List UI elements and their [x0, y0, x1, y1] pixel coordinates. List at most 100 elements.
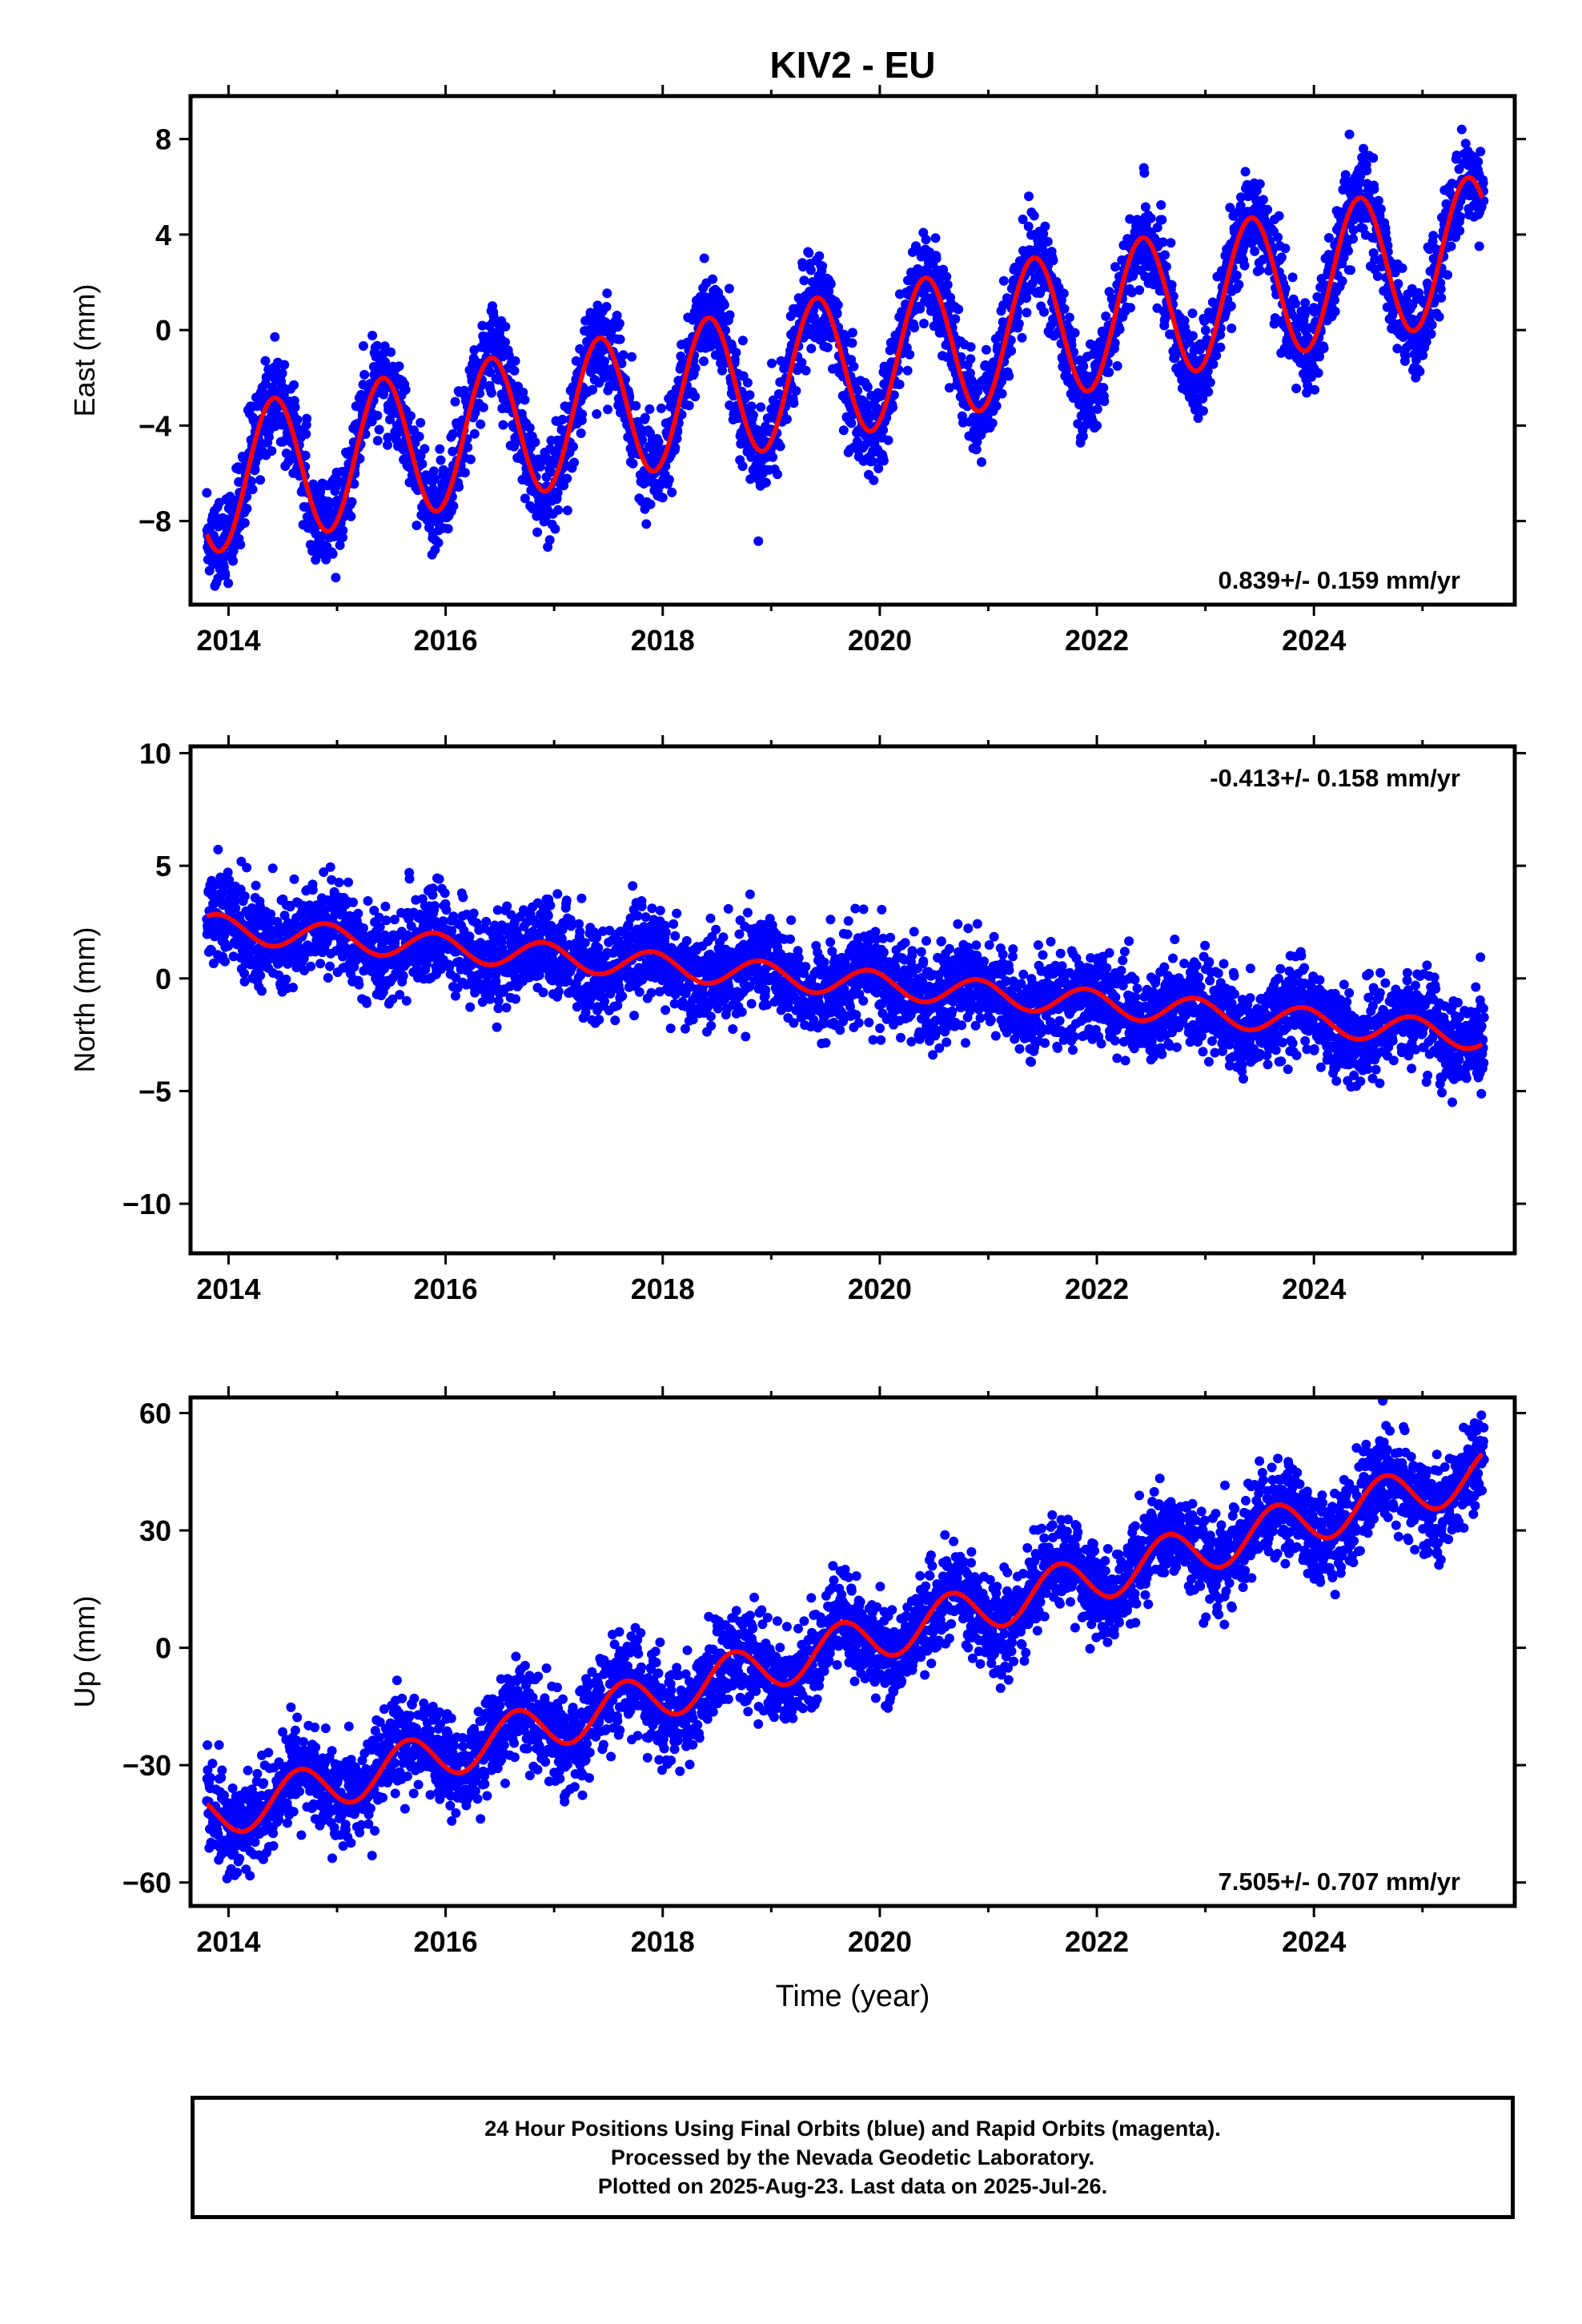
- east-point: [1231, 270, 1242, 280]
- east-point: [909, 323, 920, 333]
- east-point: [255, 475, 266, 485]
- east-point: [346, 511, 356, 521]
- east-point: [1348, 225, 1359, 235]
- east-point: [756, 402, 766, 412]
- east-point: [372, 340, 382, 351]
- east-point: [930, 233, 941, 243]
- east-point: [1211, 351, 1222, 360]
- east-point: [888, 402, 897, 412]
- east-point: [603, 404, 613, 415]
- east-point: [331, 573, 341, 583]
- east-point: [571, 356, 581, 366]
- east-x-tick-label: 2014: [196, 624, 260, 657]
- east-point: [383, 440, 392, 450]
- east-point: [520, 395, 530, 405]
- east-point: [915, 304, 926, 314]
- east-point: [1110, 338, 1120, 348]
- east-point: [1263, 204, 1273, 215]
- east-point: [476, 419, 486, 429]
- east-point: [1307, 372, 1316, 382]
- east-point: [247, 485, 258, 495]
- east-point: [690, 392, 701, 402]
- east-point: [1112, 361, 1122, 371]
- north-point: [511, 994, 520, 1004]
- north-point: [401, 995, 412, 1006]
- north-point: [492, 1022, 502, 1032]
- east-point: [1348, 234, 1358, 244]
- east-point: [228, 556, 238, 566]
- east-point: [552, 488, 563, 498]
- east-point: [486, 388, 496, 398]
- north-point: [363, 896, 373, 906]
- north-point: [239, 968, 250, 979]
- east-point: [919, 319, 929, 328]
- east-point: [448, 446, 458, 456]
- east-point: [1455, 226, 1465, 236]
- east-point: [1101, 311, 1111, 321]
- north-plot-area: [202, 844, 1489, 1108]
- north-point: [348, 897, 358, 907]
- east-point: [1048, 255, 1058, 266]
- east-point: [504, 350, 514, 360]
- east-point: [1198, 406, 1208, 416]
- east-point: [615, 334, 625, 344]
- east-rate-label: 0.839+/- 0.159 mm/yr: [1219, 566, 1460, 594]
- east-point: [267, 446, 277, 456]
- east-point: [1014, 319, 1024, 329]
- east-point: [825, 279, 836, 289]
- north-point: [404, 874, 415, 884]
- east-point: [600, 363, 610, 373]
- east-point: [667, 487, 677, 497]
- east-point: [500, 321, 511, 332]
- east-point: [1428, 231, 1439, 241]
- east-point: [781, 414, 792, 424]
- east-point: [1291, 384, 1302, 393]
- east-point: [420, 444, 430, 454]
- east-point: [797, 357, 807, 368]
- east-point: [228, 545, 239, 556]
- east-point: [644, 404, 655, 414]
- east-point: [878, 425, 889, 435]
- east-y-axis-label: East (mm): [68, 284, 101, 417]
- east-x-tick-label: 2020: [848, 624, 912, 657]
- east-y-tick-label: 0: [155, 314, 171, 347]
- north-point: [430, 901, 440, 911]
- east-point: [1436, 292, 1447, 303]
- east-point: [577, 409, 588, 420]
- east-point: [417, 459, 428, 469]
- east-point: [631, 400, 641, 411]
- east-point: [338, 525, 348, 536]
- east-point: [833, 300, 843, 310]
- east-point: [1114, 324, 1125, 335]
- east-point: [791, 386, 801, 396]
- east-point: [1092, 420, 1102, 431]
- east-point: [1372, 271, 1383, 281]
- north-point: [289, 874, 299, 884]
- east-point: [1303, 380, 1313, 391]
- north-point: [362, 998, 371, 1008]
- east-point: [664, 475, 674, 485]
- east-point: [1110, 262, 1120, 272]
- east-point: [1198, 393, 1208, 404]
- east-point: [973, 386, 983, 396]
- east-point: [1443, 270, 1452, 280]
- east-point: [993, 342, 1002, 352]
- east-point: [950, 314, 961, 324]
- east-y-tick-label: 4: [155, 219, 171, 251]
- east-point: [1059, 304, 1070, 314]
- east-point: [966, 375, 977, 385]
- east-point: [290, 402, 300, 412]
- east-point: [817, 261, 828, 271]
- east-point: [847, 328, 857, 338]
- east-point: [454, 482, 464, 492]
- east-point: [223, 578, 234, 589]
- east-point: [1280, 283, 1291, 294]
- east-point: [358, 341, 368, 351]
- north-point: [307, 885, 318, 895]
- east-point: [998, 275, 1009, 286]
- north-point: [242, 862, 252, 873]
- east-point: [719, 300, 729, 310]
- east-point: [1239, 260, 1250, 271]
- east-point: [1291, 299, 1300, 308]
